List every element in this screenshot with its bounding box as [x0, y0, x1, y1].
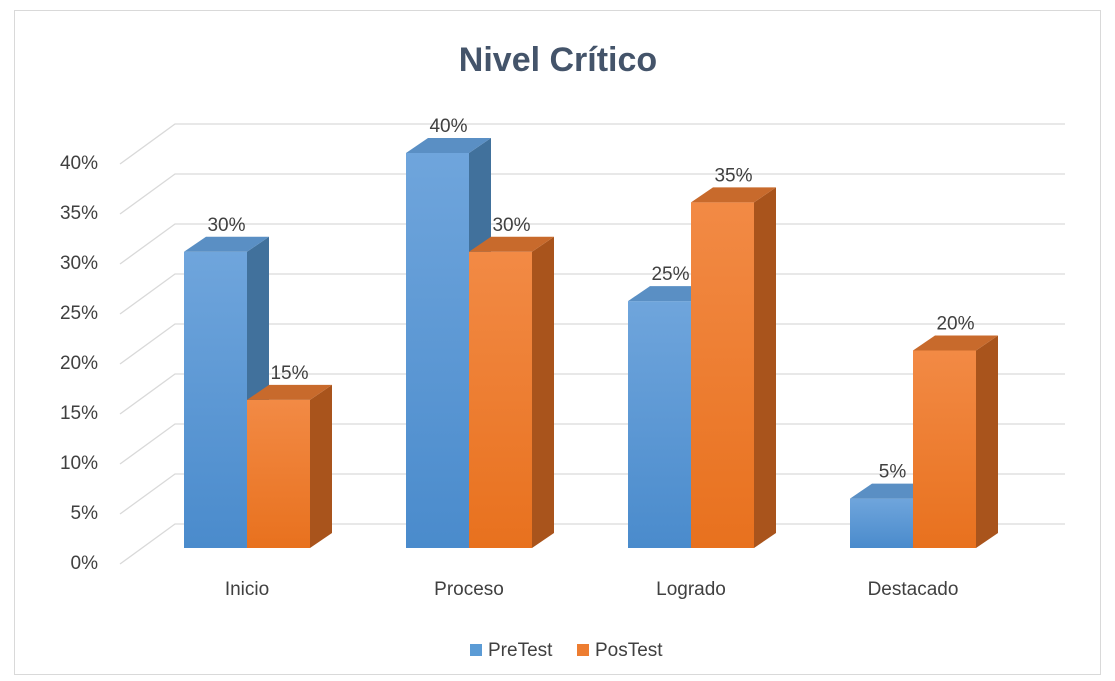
bar-top [247, 384, 332, 400]
y-tick-label: 0% [71, 553, 99, 574]
legend-swatch [577, 644, 589, 656]
bar-top [913, 335, 998, 351]
grid-line [119, 173, 1065, 215]
y-tick-label: 15% [60, 403, 98, 424]
bar [247, 399, 310, 548]
legend-label: PosTest [595, 640, 663, 661]
bar-top [406, 138, 491, 153]
bar-side [976, 335, 998, 548]
data-label: 35% [714, 165, 752, 186]
bar [691, 202, 754, 548]
y-tick-label: 10% [60, 453, 98, 474]
y-tick-label: 25% [60, 303, 98, 324]
legend-label: PreTest [488, 640, 553, 661]
y-tick-label: 40% [60, 153, 98, 174]
data-label: 40% [429, 116, 467, 137]
data-label: 15% [270, 363, 308, 384]
y-tick-label: 35% [60, 203, 98, 224]
x-tick-label: Destacado [868, 579, 959, 600]
bar [184, 251, 247, 548]
y-tick-label: 30% [60, 253, 98, 274]
bar [913, 350, 976, 548]
grid-line [119, 123, 1065, 165]
bar [850, 498, 913, 548]
data-label: 30% [207, 215, 245, 236]
bar-top [469, 236, 554, 252]
data-label: 25% [651, 264, 689, 285]
y-tick-label: 5% [71, 503, 99, 524]
chart-title: Nivel Crítico [459, 41, 657, 79]
bar-side [532, 236, 554, 548]
bar-side [754, 187, 776, 548]
y-tick-label: 20% [60, 353, 98, 374]
bar [469, 251, 532, 548]
bar-side [310, 384, 332, 548]
data-label: 5% [879, 462, 907, 483]
x-tick-label: Proceso [434, 579, 504, 600]
data-label: 20% [936, 314, 974, 335]
x-tick-label: Logrado [656, 579, 726, 600]
bar-top [691, 187, 776, 203]
data-label: 30% [492, 215, 530, 236]
bar-top [184, 236, 269, 252]
bar [406, 153, 469, 548]
x-tick-label: Inicio [225, 579, 269, 600]
bar [628, 301, 691, 548]
legend-swatch [470, 644, 482, 656]
